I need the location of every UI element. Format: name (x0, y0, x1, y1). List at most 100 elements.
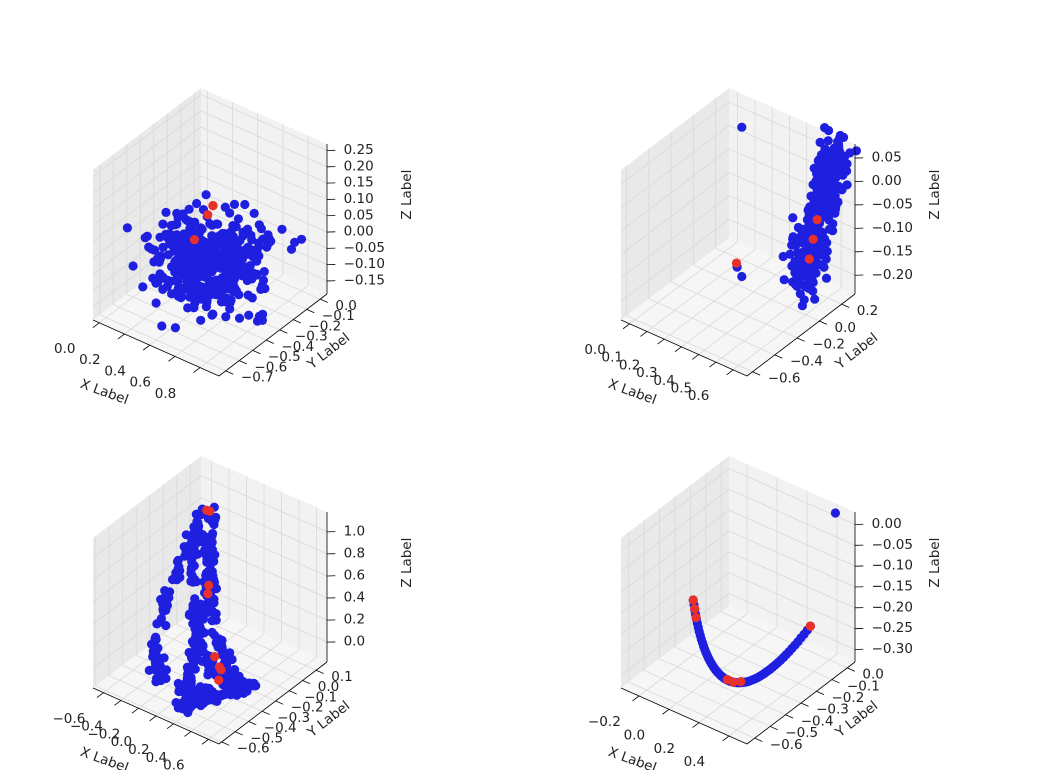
scatter-point-blue (182, 662, 192, 672)
x-axis-line (92, 319, 220, 377)
scatter-point-blue (247, 235, 257, 245)
y-tick-label: −0.3 (295, 329, 328, 345)
x-tick-mark (657, 338, 665, 345)
grid-line-z (200, 585, 328, 643)
scatter-point-blue (227, 654, 237, 665)
grid-line-y (674, 646, 802, 704)
scatter-point-blue (182, 278, 192, 288)
scatter-point-red (731, 258, 742, 268)
y-tick-label: −0.1 (847, 678, 880, 694)
scatter-point-blue (830, 508, 841, 518)
scatter-point-blue (239, 688, 249, 699)
z-tick-label: 0.4 (344, 590, 365, 606)
scatter-point-blue (290, 237, 300, 247)
scatter-point-blue (199, 538, 209, 548)
grid-line-z (620, 101, 730, 185)
scatter-point-blue (211, 512, 221, 522)
y-tick-mark (293, 319, 301, 324)
scatter-point-blue (188, 619, 198, 629)
scatter-point-blue (158, 284, 168, 294)
scatter-point-red (688, 595, 698, 605)
grid-line-x (681, 264, 790, 348)
scatter-point-blue (219, 650, 229, 660)
y-tick-label: −0.1 (322, 308, 355, 324)
scatter-point-blue (178, 235, 188, 245)
y-tick-mark (320, 298, 328, 303)
grid-line-y (670, 281, 798, 339)
x-tick-mark (142, 344, 150, 351)
z-tick-label: −0.30 (872, 641, 913, 657)
y-tick-mark (289, 690, 297, 695)
y-tick-label: −0.1 (304, 689, 337, 705)
grid-line-z (620, 468, 730, 551)
scatter-point-blue (212, 219, 222, 229)
y-tick-mark (816, 690, 825, 696)
grid-line-y (643, 670, 771, 727)
scatter-point-blue (799, 295, 809, 305)
scatter-point-blue (262, 242, 272, 252)
grid-line-z (728, 572, 856, 630)
scatter-point-blue (171, 698, 181, 708)
scatter-point-red (208, 201, 218, 211)
grid-line-z (200, 110, 328, 168)
scatter-point-blue (207, 616, 217, 626)
scatter-point-blue (209, 253, 219, 263)
scatter-point-blue (198, 647, 208, 657)
scatter-point-blue (208, 607, 218, 618)
y-tick-label: −0.6 (254, 359, 287, 375)
grid-line-y (648, 298, 775, 356)
scatter-point-blue (212, 287, 223, 297)
scatter-point-blue (197, 235, 207, 245)
scatter-point-blue (207, 545, 217, 555)
y-tick-mark (302, 680, 311, 685)
y-axis-line (218, 293, 328, 377)
scatter-point-blue (203, 670, 213, 680)
scatter-points (144, 502, 261, 718)
grid-line-z (620, 148, 730, 232)
grid-line-z (200, 143, 328, 200)
z-tick-label: 0.20 (344, 158, 374, 174)
x-tick-label: 0.6 (130, 375, 151, 391)
z-tick-label: −0.10 (872, 558, 913, 574)
scatter-point-blue (819, 236, 829, 246)
y-tick-mark (266, 339, 274, 344)
grid-line-x (208, 657, 317, 740)
y-tick-label: −0.6 (768, 371, 801, 387)
scatter-point-blue (172, 556, 183, 567)
scatter-point-blue (190, 664, 200, 674)
scatter-point-blue (256, 224, 266, 234)
scatter-point-blue (779, 275, 789, 285)
scatter-point-blue (286, 244, 297, 254)
x-tick-label: 0.0 (624, 728, 645, 744)
grid-line-z (92, 585, 202, 669)
scatter-point-blue (192, 198, 202, 209)
scatter-point-blue (222, 270, 232, 280)
grid-line-z (92, 110, 202, 194)
grid-line-z (728, 195, 856, 253)
grid-line-x (629, 241, 738, 325)
scatter-point-blue (263, 230, 273, 240)
scatter-point-red (808, 234, 818, 244)
scatter-point-blue (228, 221, 238, 231)
scatter-point-blue (142, 231, 152, 241)
z-tick-label: 0.05 (344, 207, 374, 223)
z-tick-label: 0.00 (344, 224, 374, 240)
z-tick-label: −0.20 (872, 267, 913, 283)
grid-line-z (620, 125, 730, 208)
scatter-point-blue (198, 612, 208, 622)
scatter-point-blue (815, 137, 825, 147)
scatter-point-blue (163, 250, 173, 260)
y-tick-label: −0.5 (250, 730, 283, 746)
grid-line-z (92, 143, 202, 226)
scatter-point-blue (161, 207, 171, 217)
scatter-point-blue (183, 707, 193, 718)
scatter-point-blue (203, 244, 213, 254)
scatter-point-blue (802, 280, 812, 290)
scatter-point-blue (170, 323, 180, 333)
scatter-point-blue (220, 202, 230, 212)
x-tick-label: 0.6 (163, 758, 184, 770)
z-tick-label: 0.2 (344, 612, 365, 628)
scatter-point-blue (827, 183, 838, 193)
scatter-point-blue (817, 182, 827, 192)
y-tick-label: 0.0 (335, 298, 356, 314)
